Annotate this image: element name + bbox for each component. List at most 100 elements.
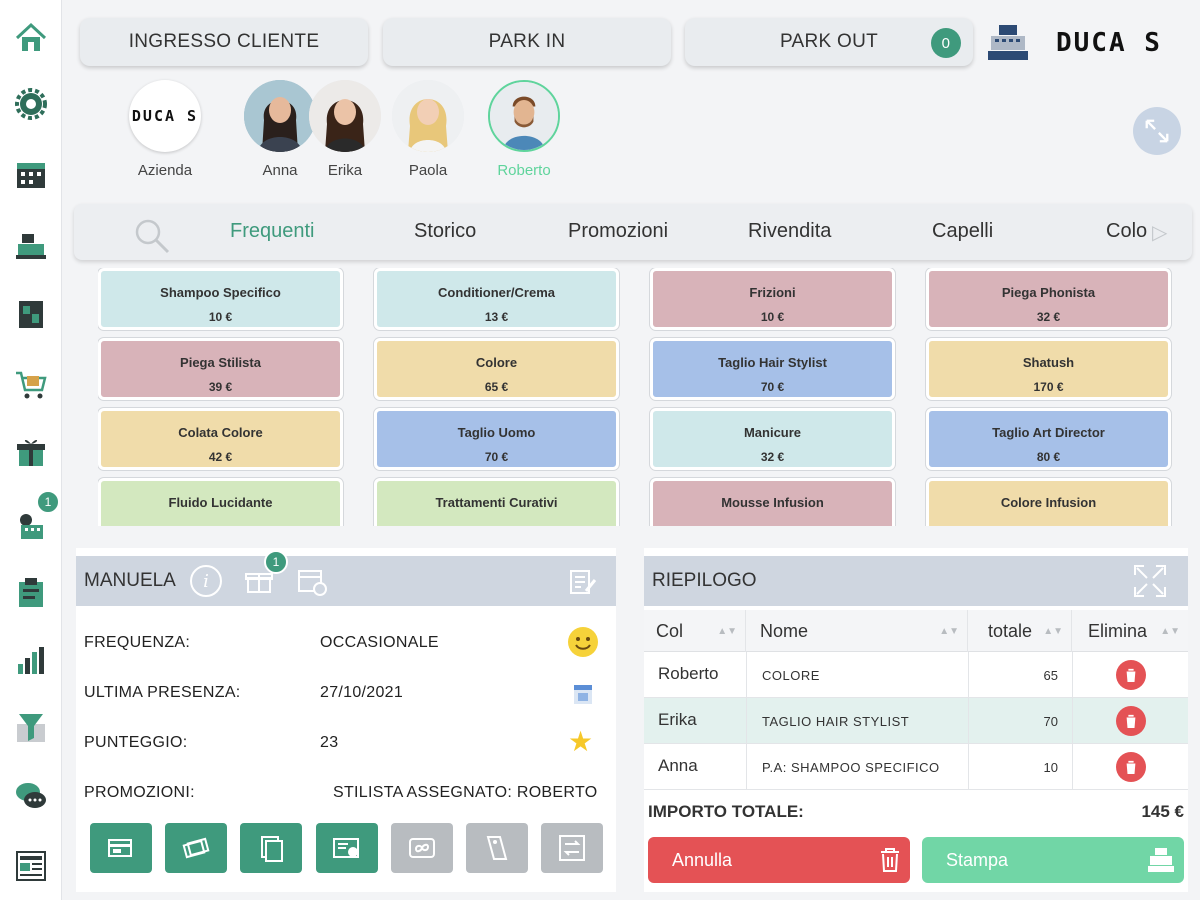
total-value: 145 € [1141,802,1184,821]
cash-register-icon[interactable] [10,224,52,264]
column-header-nome[interactable]: Nome ▲▼ [748,610,968,652]
documents-button[interactable] [240,823,302,873]
table-row[interactable]: Roberto COLORE 65 [644,652,1188,698]
service-price: 10 € [208,310,233,324]
trash-icon [881,848,899,872]
tab-capelli[interactable]: Capelli [932,220,994,242]
cell-divider [968,698,969,744]
column-header-elimina[interactable]: Elimina ▲▼ [1076,610,1188,652]
sort-icon: ▲▼ [717,625,737,637]
register-icon [1148,848,1174,872]
service-name: Shampoo Specifico [160,285,281,300]
staff-name: Erika [327,162,363,179]
service-tile[interactable]: Colata Colore 42 € [98,408,343,470]
info-icon[interactable]: i [190,565,222,597]
column-header-totale[interactable]: totale ▲▼ [976,610,1072,652]
search-icon[interactable] [132,216,172,260]
service-tile[interactable]: Trattamenti Curativi [374,478,619,526]
home-icon[interactable] [10,18,52,58]
tab-colore[interactable]: Colo [1106,220,1148,242]
clipboard-icon[interactable] [10,572,52,612]
clipboard-edit-icon[interactable] [566,565,598,603]
fullscreen-icon[interactable] [1132,563,1168,605]
service-tile[interactable]: Frizioni 10 € [650,268,895,330]
card-payment-button[interactable] [90,823,152,873]
infinity-card-icon [409,838,435,858]
delete-row-button[interactable] [1116,706,1146,736]
sidebar-notification-badge: 1 [36,490,60,514]
service-tile[interactable]: Manicure 32 € [650,408,895,470]
exchange-button[interactable] [541,823,603,873]
settings-gear-icon[interactable] [10,84,52,124]
calendar-clock-icon[interactable] [296,565,328,603]
trash-icon [1125,668,1137,682]
staff-erika[interactable]: Erika [305,80,385,179]
staff-name: Azienda [137,162,193,179]
subscription-button[interactable] [391,823,453,873]
table-row[interactable]: Erika TAGLIO HAIR STYLIST 70 [644,698,1188,744]
table-row[interactable]: Anna P.A: SHAMPOO SPECIFICO 10 [644,744,1188,790]
column-header-col[interactable]: Col ▲▼ [644,610,746,652]
cell-divider [1072,652,1073,698]
service-tile[interactable]: Colore Infusion [926,478,1171,526]
sort-icon: ▲▼ [1043,625,1063,637]
service-name: Taglio Art Director [992,425,1105,440]
column-header-label: Nome [760,620,809,641]
products-list-icon[interactable] [10,504,52,544]
cash-payment-button[interactable] [165,823,227,873]
filter-mail-icon[interactable] [10,708,52,748]
service-tile[interactable]: Shampoo Specifico 10 € [98,268,343,330]
expand-arrows-icon[interactable] [1133,107,1181,155]
park-out-count-badge: 0 [931,28,961,58]
staff-paola[interactable]: Paola [388,80,468,179]
staff-roberto[interactable]: Roberto [484,80,564,179]
park-out-button[interactable]: PARK OUT 0 [685,18,973,66]
cancel-button[interactable]: Annulla [648,837,910,883]
shopping-cart-icon[interactable] [10,364,52,404]
cash-register-icon[interactable] [985,20,1031,66]
tab-frequenti[interactable]: Frequenti [230,220,315,242]
discount-button[interactable] [466,823,528,873]
tab-promozioni[interactable]: Promozioni [568,220,669,242]
service-tile[interactable]: Taglio Art Director 80 € [926,408,1171,470]
gift-icon[interactable] [10,432,52,472]
row-total: 10 [1043,760,1058,775]
service-tile[interactable]: Fluido Lucidante [98,478,343,526]
chat-icon[interactable] [10,776,52,816]
promotions-label: PROMOZIONI: [84,784,195,801]
product-box-icon[interactable] [10,294,52,334]
service-name: Piega Stilista [180,355,261,370]
delete-row-button[interactable] [1116,752,1146,782]
voucher-card-icon [333,838,359,858]
chevron-right-icon[interactable]: ▷ [1152,222,1168,244]
service-tile[interactable]: Shatush 170 € [926,338,1171,400]
service-tile[interactable]: Taglio Uomo 70 € [374,408,619,470]
staff-azienda[interactable]: DUCA S Azienda [125,80,205,179]
park-in-button[interactable]: PARK IN [383,18,671,66]
service-tile[interactable]: Colore 65 € [374,338,619,400]
delete-row-button[interactable] [1116,660,1146,690]
staff-anna[interactable]: Anna [240,80,320,179]
summary-header: RIEPILOGO [644,556,1188,606]
print-button[interactable]: Stampa [922,837,1184,883]
service-tile[interactable]: Conditioner/Crema 13 € [374,268,619,330]
tab-rivendita[interactable]: Rivendita [748,220,832,242]
service-tile[interactable]: Taglio Hair Stylist 70 € [650,338,895,400]
tab-storico[interactable]: Storico [414,220,477,242]
row-collaborator: Roberto [658,664,719,683]
total-label: IMPORTO TOTALE: [648,802,804,821]
service-price: 32 € [1036,310,1061,324]
service-tile[interactable]: Mousse Infusion [650,478,895,526]
statistics-chart-icon[interactable] [10,640,52,680]
service-tile[interactable]: Piega Phonista 32 € [926,268,1171,330]
service-tile[interactable]: Piega Stilista 39 € [98,338,343,400]
calendar-icon[interactable] [10,154,52,194]
service-price: 13 € [484,310,509,324]
voucher-button[interactable] [316,823,378,873]
service-price: 10 € [760,310,785,324]
card-icon [108,839,132,857]
ingresso-cliente-button[interactable]: INGRESSO CLIENTE [80,18,368,66]
gift-box-icon[interactable] [244,566,274,602]
newsletter-icon[interactable] [10,846,52,886]
